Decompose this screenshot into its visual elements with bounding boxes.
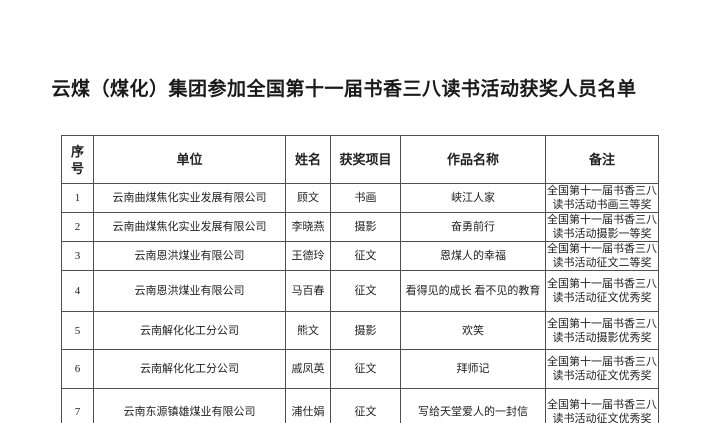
cell-no: 3	[61, 241, 94, 271]
cell-name: 熊文	[285, 311, 331, 350]
cell-work: 写给天堂爱人的一封信	[400, 388, 546, 423]
cell-unit: 云南解化化工分公司	[93, 311, 286, 350]
cell-name: 戚凤英	[285, 349, 331, 389]
table-row: 3 云南恩洪煤业有限公司 王德玲 征文 恩煤人的幸福 全国第十一届书香三八 读书…	[61, 241, 659, 271]
cell-work: 看得见的成长 看不见的教育	[400, 270, 546, 312]
cell-remark: 全国第十一届书香三八 读书活动摄影一等奖	[545, 212, 659, 242]
header-no: 序 号	[61, 135, 94, 184]
cell-name: 李晓燕	[285, 212, 331, 242]
cell-category: 摄影	[330, 212, 401, 242]
cell-remark: 全国第十一届书香三八 读书活动征文优秀奖	[545, 349, 659, 389]
cell-no: 5	[61, 311, 94, 350]
cell-name: 顾文	[285, 183, 331, 213]
cell-no: 1	[61, 183, 94, 213]
table-row: 6 云南解化化工分公司 戚凤英 征文 拜师记 全国第十一届书香三八 读书活动征文…	[61, 349, 659, 389]
cell-no: 4	[61, 270, 94, 312]
table-row: 2 云南曲煤焦化实业发展有限公司 李晓燕 摄影 奋勇前行 全国第十一届书香三八 …	[61, 212, 659, 242]
cell-no: 7	[61, 388, 94, 423]
table-row: 5 云南解化化工分公司 熊文 摄影 欢笑 全国第十一届书香三八 读书活动摄影优秀…	[61, 311, 659, 350]
cell-remark: 全国第十一届书香三八 读书活动征文二等奖	[545, 241, 659, 271]
header-remark: 备注	[545, 135, 659, 184]
cell-category: 征文	[330, 349, 401, 389]
cell-work: 恩煤人的幸福	[400, 241, 546, 271]
cell-no: 2	[61, 212, 94, 242]
table-row: 7 云南东源镇雄煤业有限公司 浦仕娟 征文 写给天堂爱人的一封信 全国第十一届书…	[61, 388, 659, 423]
cell-unit: 云南恩洪煤业有限公司	[93, 270, 286, 312]
page-title: 云煤（煤化）集团参加全国第十一届书香三八读书活动获奖人员名单	[51, 79, 637, 100]
cell-work: 峡江人家	[400, 183, 546, 213]
cell-unit: 云南曲煤焦化实业发展有限公司	[93, 183, 286, 213]
cell-unit: 云南恩洪煤业有限公司	[93, 241, 286, 271]
header-unit: 单位	[93, 135, 286, 184]
cell-work: 拜师记	[400, 349, 546, 389]
header-work: 作品名称	[400, 135, 546, 184]
cell-work: 奋勇前行	[400, 212, 546, 242]
cell-unit: 云南解化化工分公司	[93, 349, 286, 389]
awards-table: 序 号 单位 姓名 获奖项目 作品名称 备注 1 云南曲煤焦化实业发展有限公司 …	[61, 135, 659, 423]
cell-work: 欢笑	[400, 311, 546, 350]
cell-remark: 全国第十一届书香三八 读书活动征文优秀奖	[545, 388, 659, 423]
table-row: 4 云南恩洪煤业有限公司 马百春 征文 看得见的成长 看不见的教育 全国第十一届…	[61, 270, 659, 312]
cell-category: 摄影	[330, 311, 401, 350]
cell-name: 马百春	[285, 270, 331, 312]
cell-category: 征文	[330, 270, 401, 312]
cell-name: 浦仕娟	[285, 388, 331, 423]
cell-remark: 全国第十一届书香三八 读书活动摄影优秀奖	[545, 311, 659, 350]
cell-name: 王德玲	[285, 241, 331, 271]
cell-category: 征文	[330, 241, 401, 271]
cell-category: 书画	[330, 183, 401, 213]
cell-unit: 云南东源镇雄煤业有限公司	[93, 388, 286, 423]
header-category: 获奖项目	[330, 135, 401, 184]
cell-no: 6	[61, 349, 94, 389]
cell-remark: 全国第十一届书香三八 读书活动书画三等奖	[545, 183, 659, 213]
cell-unit: 云南曲煤焦化实业发展有限公司	[93, 212, 286, 242]
cell-category: 征文	[330, 388, 401, 423]
table-header-row: 序 号 单位 姓名 获奖项目 作品名称 备注	[61, 135, 659, 184]
cell-remark: 全国第十一届书香三八 读书活动征文优秀奖	[545, 270, 659, 312]
header-name: 姓名	[285, 135, 331, 184]
table-row: 1 云南曲煤焦化实业发展有限公司 顾文 书画 峡江人家 全国第十一届书香三八 读…	[61, 183, 659, 213]
